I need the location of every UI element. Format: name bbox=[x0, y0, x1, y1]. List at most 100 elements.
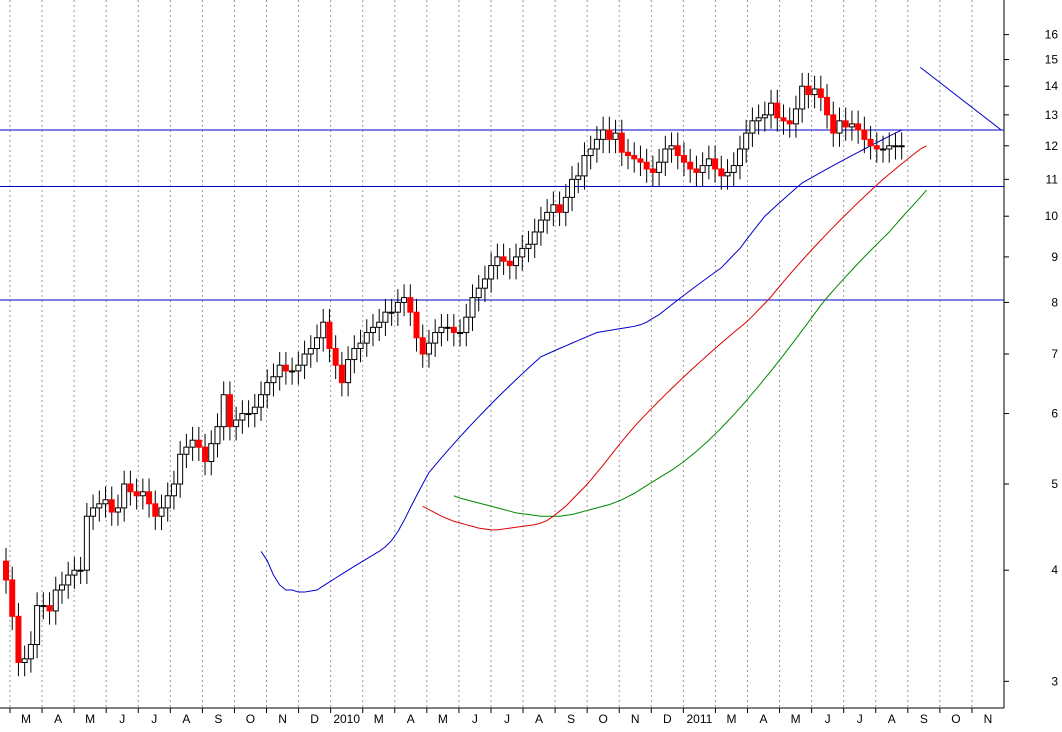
candle-body bbox=[264, 382, 271, 396]
candle-body bbox=[425, 342, 432, 355]
candle-body bbox=[226, 394, 233, 428]
candle-body bbox=[419, 337, 426, 355]
candle-body bbox=[625, 151, 631, 157]
x-tick-label: J bbox=[472, 712, 478, 726]
candle-body bbox=[618, 132, 625, 153]
candle-body bbox=[867, 138, 874, 147]
candle-body bbox=[251, 406, 258, 415]
candle-body bbox=[525, 243, 532, 249]
candle-body bbox=[320, 321, 327, 339]
x-tick-label: M bbox=[438, 712, 448, 726]
x-tick-label: N bbox=[984, 712, 993, 726]
candle-body bbox=[444, 326, 451, 329]
candle-body bbox=[394, 301, 401, 313]
candle-body bbox=[301, 353, 308, 366]
y-tick-label: 14 bbox=[1045, 79, 1059, 93]
candle-body bbox=[892, 145, 899, 148]
candle-body bbox=[587, 148, 594, 157]
candle-body bbox=[307, 348, 314, 355]
candle-body bbox=[668, 145, 675, 150]
candle-body bbox=[575, 175, 582, 180]
candle-body bbox=[886, 145, 893, 150]
candle-body bbox=[258, 394, 265, 408]
candle-body bbox=[506, 260, 513, 267]
candle-body bbox=[58, 584, 65, 591]
y-tick-label: 16 bbox=[1045, 28, 1059, 42]
candle-body bbox=[71, 569, 78, 576]
candle-body bbox=[276, 364, 283, 378]
candle-body bbox=[357, 342, 364, 350]
candle-body bbox=[27, 644, 34, 660]
candle-body bbox=[743, 132, 750, 150]
candle-body bbox=[21, 658, 28, 663]
candle-body bbox=[488, 265, 495, 280]
candle-body bbox=[824, 96, 831, 116]
candle-body bbox=[90, 507, 97, 517]
candle-body bbox=[556, 204, 563, 213]
candle-body bbox=[786, 120, 793, 125]
y-tick-label: 7 bbox=[1051, 347, 1058, 361]
candle-body bbox=[407, 297, 414, 313]
x-tick-label: A bbox=[182, 712, 190, 726]
candle-body bbox=[46, 605, 53, 612]
candle-body bbox=[693, 168, 700, 173]
candle-body bbox=[127, 483, 134, 493]
candle-body bbox=[146, 491, 153, 505]
y-tick-label: 4 bbox=[1051, 563, 1058, 577]
candle-body bbox=[158, 507, 165, 517]
candle-body bbox=[581, 155, 588, 177]
candle-body bbox=[177, 453, 184, 485]
candle-body bbox=[9, 579, 16, 617]
ma-medium-line bbox=[422, 145, 927, 531]
x-tick-label: 2011 bbox=[686, 712, 712, 726]
candle-body bbox=[34, 605, 41, 646]
candle-body bbox=[164, 495, 171, 509]
candle-body bbox=[289, 370, 296, 373]
x-tick-label: D bbox=[310, 712, 319, 726]
candle-body bbox=[880, 148, 887, 151]
x-tick-label: S bbox=[214, 712, 222, 726]
candle-body bbox=[270, 376, 277, 384]
candle-body bbox=[494, 256, 501, 267]
candle-body bbox=[170, 483, 177, 497]
ma-long-line bbox=[453, 189, 927, 517]
candle-body bbox=[208, 443, 215, 462]
candle-body bbox=[600, 129, 607, 140]
candle-body bbox=[457, 332, 464, 335]
x-tick-label: A bbox=[535, 712, 543, 726]
candle-body bbox=[569, 178, 576, 198]
candle-body bbox=[438, 326, 445, 334]
candle-body bbox=[139, 491, 146, 497]
x-tick-label: M bbox=[85, 712, 95, 726]
ma-short-line bbox=[260, 129, 902, 593]
y-tick-label: 8 bbox=[1051, 295, 1058, 309]
candle-body bbox=[3, 560, 9, 581]
candle-body bbox=[712, 158, 719, 170]
x-tick-label: J bbox=[504, 712, 510, 726]
x-tick-label: A bbox=[54, 712, 62, 726]
candle-body bbox=[183, 446, 190, 455]
x-tick-label: A bbox=[888, 712, 896, 726]
candle-body bbox=[133, 491, 140, 497]
x-tick-label: N bbox=[278, 712, 287, 726]
candle-body bbox=[102, 499, 109, 505]
y-tick-label: 13 bbox=[1045, 108, 1059, 122]
candle-body bbox=[239, 413, 246, 421]
candle-body bbox=[805, 85, 812, 96]
x-tick-label: M bbox=[726, 712, 736, 726]
candle-body bbox=[637, 158, 644, 163]
candle-body bbox=[680, 155, 687, 163]
x-tick-label: O bbox=[246, 712, 255, 726]
candle-body bbox=[861, 129, 868, 140]
candle-body bbox=[345, 359, 352, 384]
candle-body bbox=[593, 138, 600, 150]
candle-body bbox=[519, 247, 526, 258]
x-tick-label: J bbox=[151, 712, 157, 726]
candle-body bbox=[855, 123, 862, 131]
x-tick-label: J bbox=[825, 712, 831, 726]
candle-body bbox=[376, 321, 383, 328]
candle-body bbox=[220, 394, 227, 428]
